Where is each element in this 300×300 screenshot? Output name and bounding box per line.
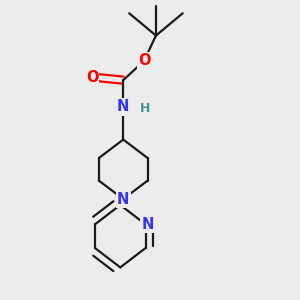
Text: N: N (117, 191, 129, 206)
Text: O: O (86, 70, 98, 85)
Text: H: H (140, 102, 150, 115)
Text: O: O (138, 53, 150, 68)
Text: N: N (141, 217, 154, 232)
Text: N: N (117, 99, 129, 114)
